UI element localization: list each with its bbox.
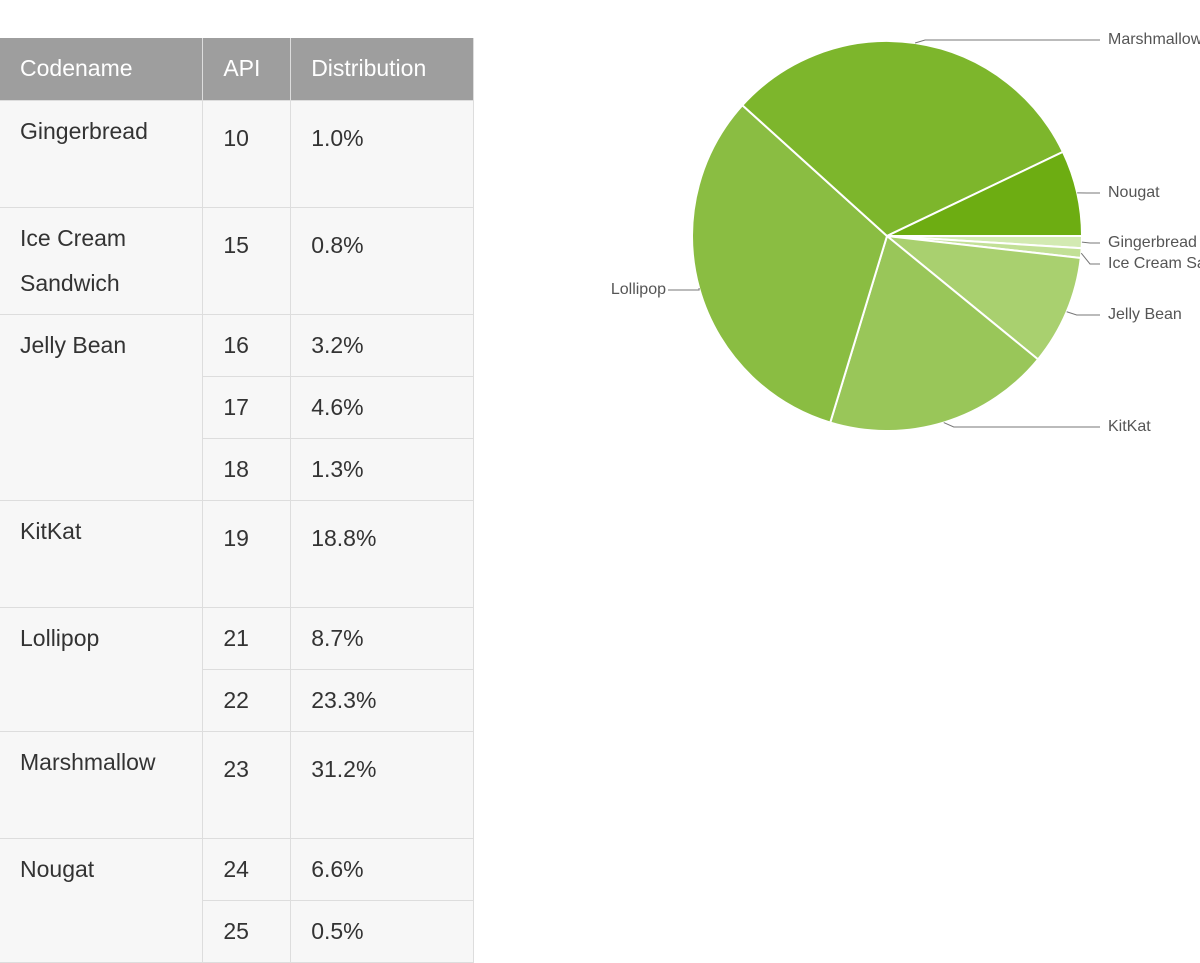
leader-line xyxy=(1082,242,1100,243)
slice-label: Jelly Bean xyxy=(1108,306,1182,323)
api-cell: 25 xyxy=(203,900,291,962)
distribution-cell: 0.5% xyxy=(291,900,474,962)
slice-label: Nougat xyxy=(1108,184,1160,201)
leader-line xyxy=(915,40,1100,43)
leader-line xyxy=(1067,312,1100,315)
slice-label: Marshmallow xyxy=(1108,31,1200,48)
leader-line xyxy=(944,423,1100,427)
slice-label: Gingerbread xyxy=(1108,234,1197,251)
pie-chart: Gingerbread Ice Cream Sandwich Jelly Bean K… xyxy=(0,0,1200,900)
slice-label: Lollipop xyxy=(611,281,666,298)
leader-line xyxy=(1081,253,1100,264)
slice-label: Ice Cream Sandwich xyxy=(1108,255,1200,272)
leader-line xyxy=(668,288,699,290)
slice-label: KitKat xyxy=(1108,418,1151,435)
